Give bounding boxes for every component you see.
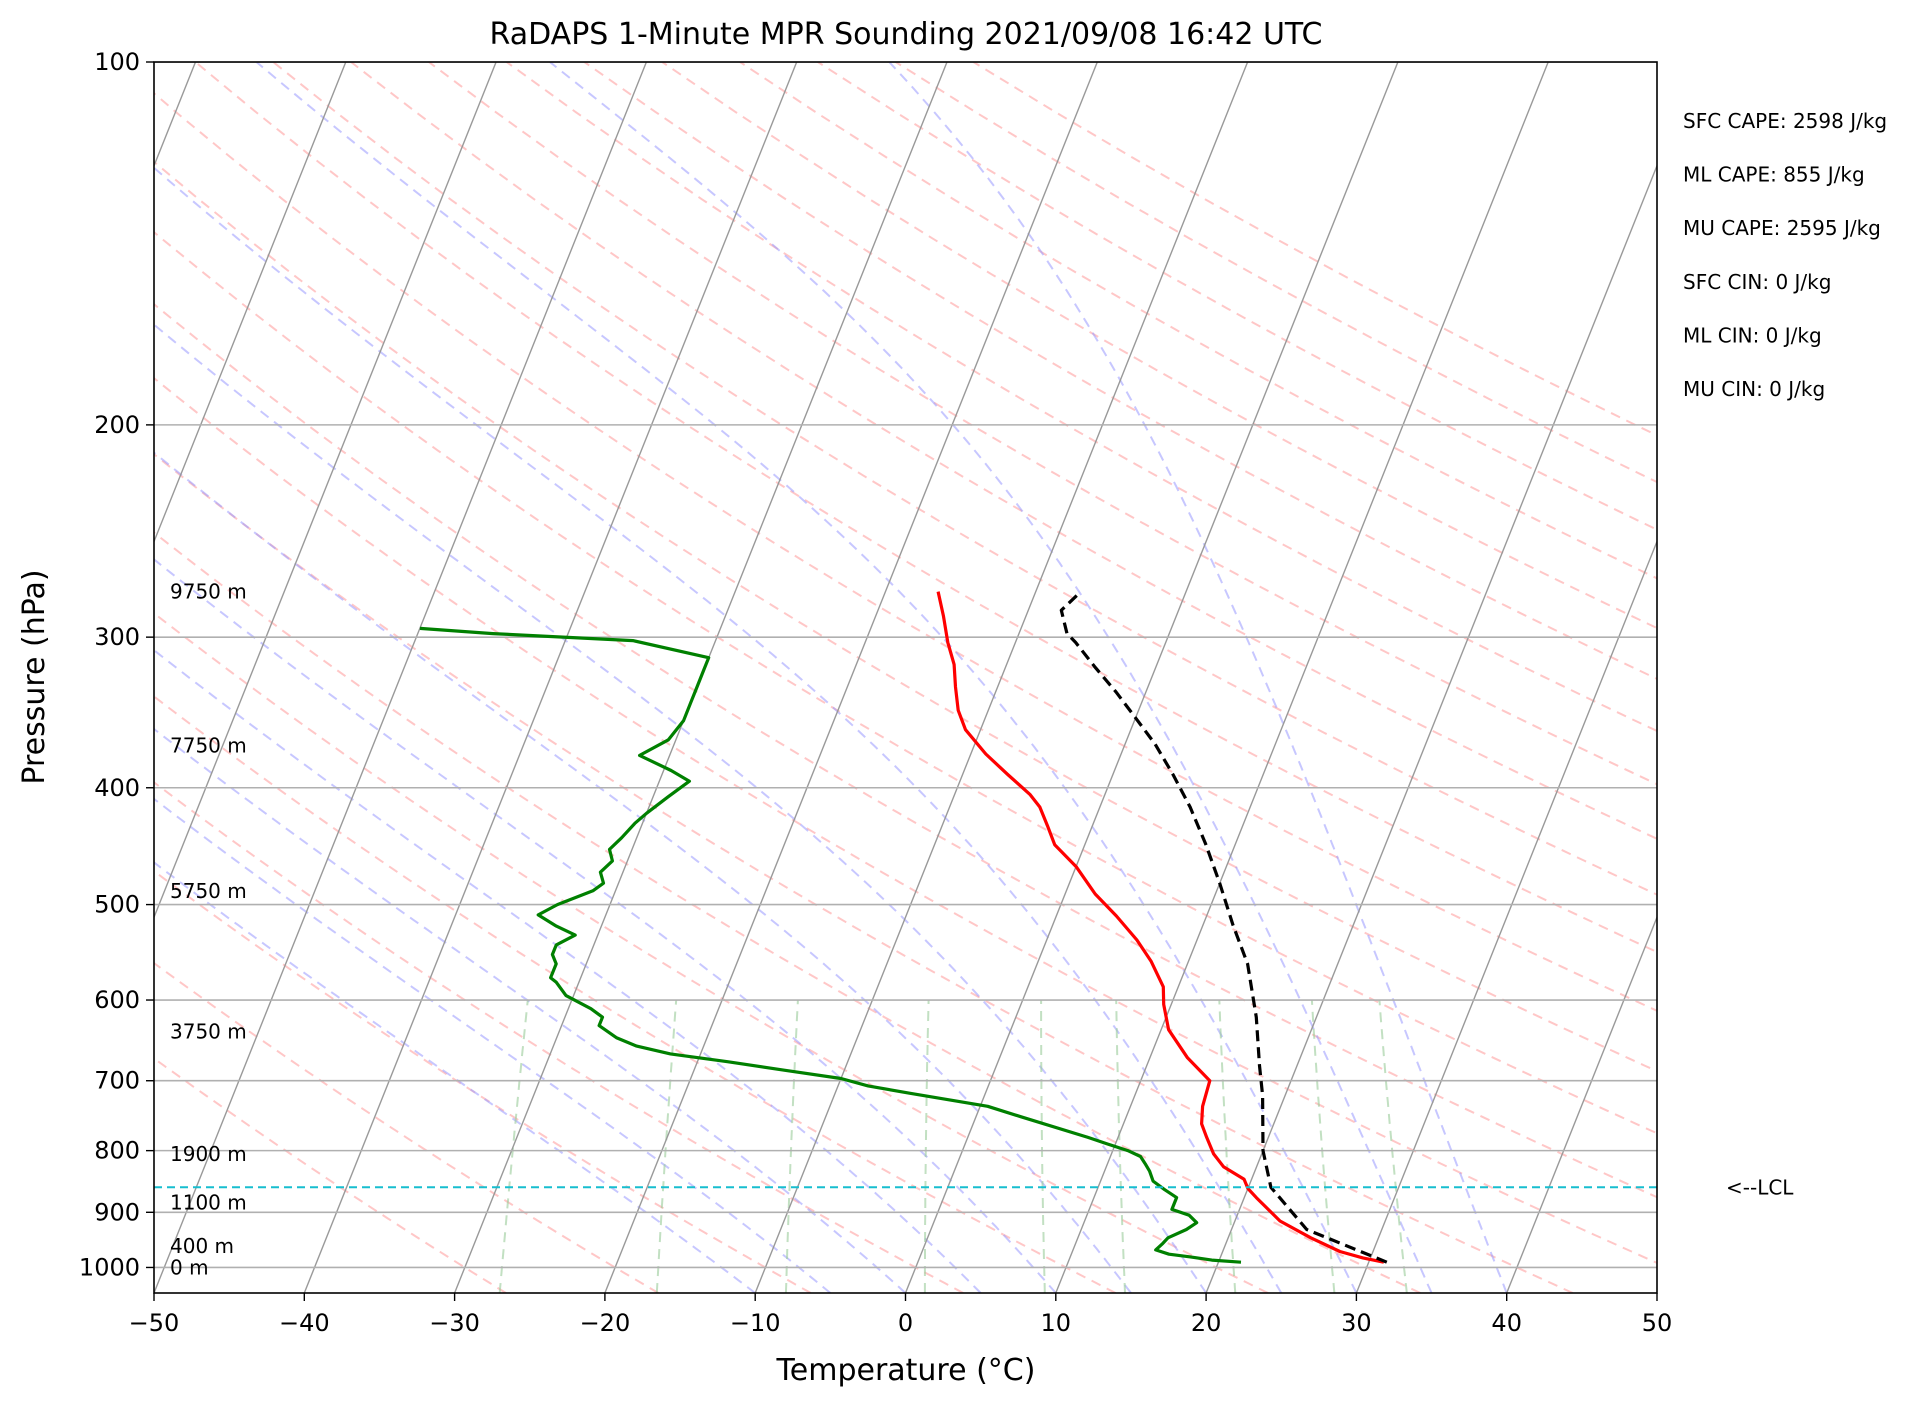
- isotherm: [904, 62, 1399, 1293]
- y-tick-label: 800: [94, 1137, 140, 1165]
- series-line-temperature: [936, 591, 1385, 1264]
- dry-adiabat: [428, 62, 1657, 786]
- isotherm: [1355, 539, 1657, 1293]
- lcl-layer: <--LCL: [154, 1175, 1794, 1199]
- height-label: 5750 m: [170, 879, 247, 903]
- moist-adiabat: [154, 323, 1207, 1293]
- dry-adiabat: [154, 611, 1269, 1293]
- isotherm: [154, 62, 347, 544]
- y-tick-label: 1000: [79, 1253, 140, 1281]
- index-annotation: MU CIN: 0 J/kg: [1683, 377, 1825, 401]
- moist-adiabat: [154, 648, 982, 1293]
- dry-adiabat: [661, 62, 1657, 630]
- moist-adiabat: [255, 62, 1358, 1293]
- mixing-ratio-line: [655, 999, 678, 1293]
- x-tick-label: −40: [279, 1309, 330, 1337]
- isotherm: [604, 62, 1098, 1293]
- isotherm: [1506, 915, 1657, 1293]
- mixing-ratio-line: [923, 999, 930, 1293]
- dry-adiabat: [154, 302, 1657, 1199]
- dry-adiabat: [154, 230, 1657, 1135]
- x-tick-label: 40: [1491, 1309, 1522, 1337]
- isotherm: [1055, 62, 1549, 1293]
- moist-adiabat: [154, 558, 1057, 1293]
- isotherm: [754, 62, 1249, 1293]
- isotherm: [154, 62, 497, 920]
- height-label: 1900 m: [170, 1142, 247, 1166]
- dry-adiabat: [154, 452, 1574, 1293]
- x-tick-label: −10: [730, 1309, 781, 1337]
- pressure-gridlines: [154, 62, 1657, 1269]
- index-annotation: SFC CAPE: 2598 J/kg: [1683, 109, 1887, 133]
- x-tick-label: 0: [898, 1309, 913, 1337]
- x-tick-label: 20: [1191, 1309, 1222, 1337]
- y-tick-label: 300: [94, 623, 140, 651]
- dry-adiabat: [583, 62, 1657, 680]
- moist-adiabat: [154, 727, 907, 1293]
- height-label: 9750 m: [170, 580, 247, 604]
- moist-adiabat: [549, 62, 1433, 1293]
- chart-title: RaDAPS 1-Minute MPR Sounding 2021/09/08 …: [490, 17, 1323, 52]
- isotherm: [1205, 163, 1657, 1293]
- height-label: 400 m: [170, 1234, 234, 1258]
- x-tick-label: −50: [129, 1309, 180, 1337]
- moist-adiabat: [888, 62, 1508, 1293]
- dry-adiabat: [154, 1057, 507, 1293]
- mixing-ratio-line: [1115, 999, 1126, 1293]
- index-annotation: ML CAPE: 855 J/kg: [1683, 163, 1865, 187]
- mixing-ratio-line: [1040, 1000, 1046, 1293]
- y-axis-ticks: 100 200 300 400 500 600 700 800 900 1000: [79, 48, 154, 1281]
- y-tick-label: 100: [94, 48, 140, 76]
- profile-series: [419, 590, 1388, 1264]
- height-label: 7750 m: [170, 734, 247, 758]
- x-tick-label: 30: [1341, 1309, 1372, 1337]
- y-tick-label: 700: [94, 1067, 140, 1095]
- height-label: 1100 m: [170, 1190, 247, 1214]
- isotherm: [303, 62, 798, 1293]
- x-tick-label: −20: [580, 1309, 631, 1337]
- dry-adiabat: [739, 62, 1657, 580]
- mixing-ratio-line: [1218, 999, 1237, 1293]
- y-tick-label: 600: [94, 986, 140, 1014]
- height-label: 0 m: [170, 1255, 209, 1279]
- index-annotation: ML CIN: 0 J/kg: [1683, 323, 1822, 347]
- x-axis-label: Temperature (°C): [776, 1353, 1036, 1388]
- mixing-ratio-line: [1310, 999, 1336, 1293]
- height-labels: 9750 m 7750 m 5750 m 3750 m 1900 m 1100 m 400 …: [170, 580, 247, 1280]
- dry-adiabat: [350, 62, 1657, 840]
- y-axis-label: Pressure (hPa): [17, 569, 52, 784]
- mixing-ratio-line: [1378, 999, 1408, 1293]
- dry-adiabat: [154, 160, 1657, 1073]
- isotherm: [154, 62, 648, 1293]
- dry-adiabat: [154, 531, 1421, 1293]
- background-lines: [154, 62, 1657, 1293]
- y-tick-label: 500: [94, 891, 140, 919]
- height-label: 3750 m: [170, 1019, 247, 1043]
- series-line-dewpoint: [419, 626, 1242, 1264]
- x-axis-ticks: −50 −40 −30 −20 −10 0 10 20 30 40 50: [129, 1293, 1673, 1337]
- x-tick-label: 50: [1642, 1309, 1673, 1337]
- x-tick-label: −30: [429, 1309, 480, 1337]
- moist-adiabat: [154, 451, 1132, 1293]
- moist-adiabat: [154, 166, 1283, 1293]
- x-tick-label: 10: [1041, 1309, 1072, 1337]
- dry-adiabat: [154, 91, 1657, 1012]
- dry-adiabat: [154, 376, 1657, 1265]
- index-annotations: SFC CAPE: 2598 J/kg ML CAPE: 855 J/kg MU C…: [1683, 109, 1887, 401]
- series-line-parcel: [1059, 590, 1388, 1264]
- mixing-ratio-line: [784, 999, 799, 1293]
- y-tick-label: 200: [94, 411, 140, 439]
- y-tick-label: 400: [94, 774, 140, 802]
- y-tick-label: 900: [94, 1198, 140, 1226]
- lcl-label: <--LCL: [1726, 1175, 1794, 1199]
- dry-adiabat: [154, 961, 659, 1293]
- moist-adiabat: [154, 797, 832, 1293]
- index-annotation: SFC CIN: 0 J/kg: [1683, 270, 1831, 294]
- index-annotation: MU CAPE: 2595 J/kg: [1683, 216, 1881, 240]
- mixing-ratio-line: [498, 999, 529, 1293]
